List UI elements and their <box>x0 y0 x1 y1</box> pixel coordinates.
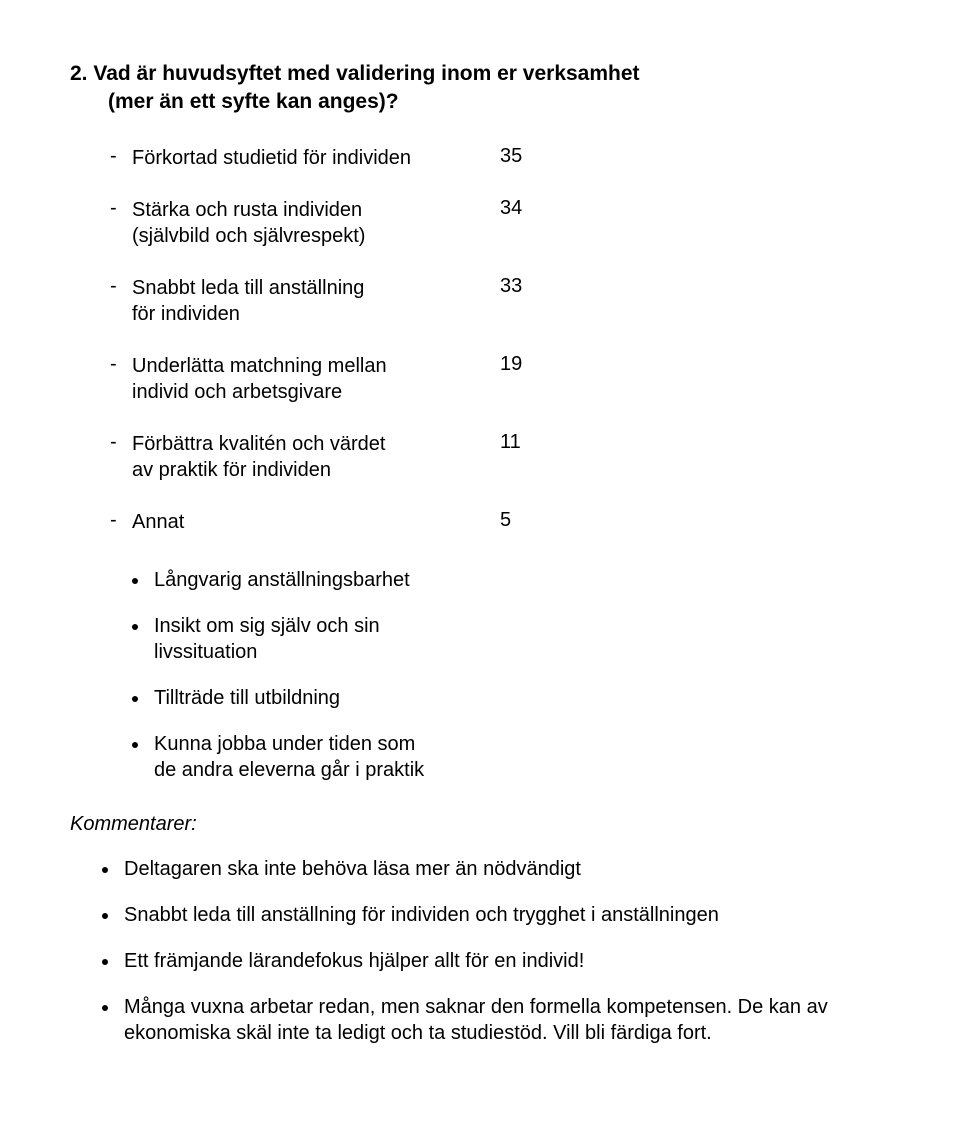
option-row: - Snabbt leda till anställning för indiv… <box>70 275 890 327</box>
option-row: - Underlätta matchning mellan individ oc… <box>70 353 890 405</box>
option-label: Förkortad studietid för individen <box>132 145 492 171</box>
option-label: Underlätta matchning mellan individ och … <box>132 353 492 405</box>
option-value: 33 <box>492 275 522 298</box>
option-row: - Förkortad studietid för individen 35 <box>70 145 890 171</box>
option-dash: - <box>110 145 132 168</box>
sub-bullet: Långvarig anställningsbarhet <box>150 567 890 593</box>
comment-item: Ett främjande lärandefokus hjälper allt … <box>120 948 890 974</box>
option-label: Stärka och rusta individen (självbild oc… <box>132 197 492 249</box>
comment-list: Deltagaren ska inte behöva läsa mer än n… <box>70 856 890 1046</box>
option-value: 34 <box>492 197 522 220</box>
option-dash: - <box>110 197 132 220</box>
option-dash: - <box>110 509 132 532</box>
comments-label: Kommentarer: <box>70 813 890 836</box>
option-row: - Förbättra kvalitén och värdet av prakt… <box>70 431 890 483</box>
heading-line-1: 2. Vad är huvudsyftet med validering ino… <box>70 62 640 85</box>
option-label: Snabbt leda till anställning för individ… <box>132 275 492 327</box>
option-dash: - <box>110 353 132 376</box>
comment-item: Deltagaren ska inte behöva läsa mer än n… <box>120 856 890 882</box>
option-list: - Förkortad studietid för individen 35 -… <box>70 145 890 535</box>
option-label: Annat <box>132 509 492 535</box>
option-label: Förbättra kvalitén och värdet av praktik… <box>132 431 492 483</box>
option-value: 5 <box>492 509 511 532</box>
question-heading: 2. Vad är huvudsyftet med validering ino… <box>70 60 890 117</box>
option-value: 35 <box>492 145 522 168</box>
comment-item: Många vuxna arbetar redan, men saknar de… <box>120 994 890 1046</box>
sub-bullet: Kunna jobba under tiden som de andra ele… <box>150 731 890 783</box>
option-row: - Stärka och rusta individen (självbild … <box>70 197 890 249</box>
comment-item: Snabbt leda till anställning för individ… <box>120 902 890 928</box>
option-value: 11 <box>492 431 521 454</box>
option-row: - Annat 5 <box>70 509 890 535</box>
sub-bullet: Insikt om sig själv och sin livssituatio… <box>150 613 890 665</box>
option-value: 19 <box>492 353 522 376</box>
sub-bullet-list: Långvarig anställningsbarhet Insikt om s… <box>70 567 890 783</box>
option-dash: - <box>110 275 132 298</box>
option-dash: - <box>110 431 132 454</box>
heading-line-2: (mer än ett syfte kan anges)? <box>70 90 399 113</box>
sub-bullet: Tillträde till utbildning <box>150 685 890 711</box>
